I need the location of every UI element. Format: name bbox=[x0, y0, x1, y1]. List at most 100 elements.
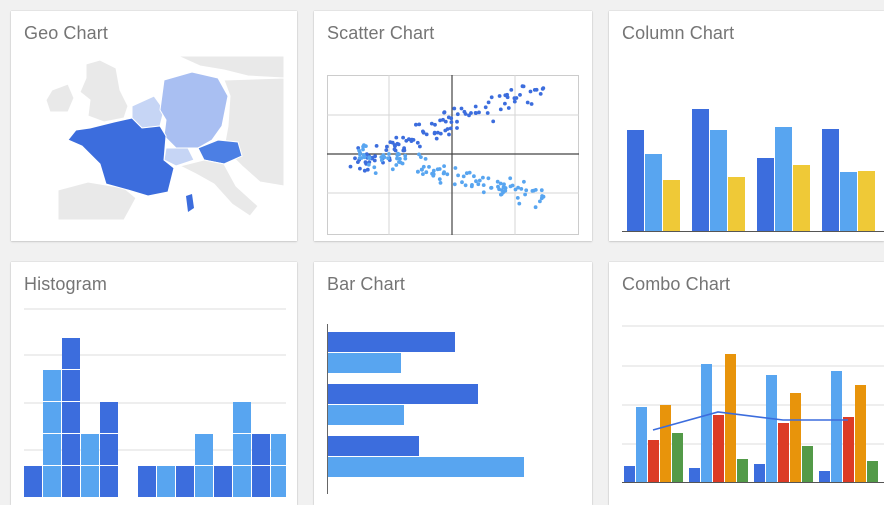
scatter-point bbox=[523, 192, 527, 197]
scatter-point bbox=[472, 174, 476, 179]
scatter-point bbox=[358, 152, 362, 157]
histogram-cell bbox=[271, 434, 286, 465]
geo-map-icon bbox=[28, 56, 284, 220]
scatter-point bbox=[528, 89, 533, 94]
scatter-point bbox=[510, 183, 515, 188]
scatter-chart-thumbnail bbox=[327, 75, 579, 235]
histogram-cell bbox=[100, 466, 118, 497]
scatter-point bbox=[365, 167, 370, 172]
scatter-point bbox=[512, 96, 517, 101]
scatter-point bbox=[390, 167, 395, 172]
scatter-point bbox=[361, 147, 365, 152]
geo-chart-thumbnail bbox=[28, 56, 284, 220]
scatter-point bbox=[452, 106, 457, 111]
histogram-card[interactable]: Histogram bbox=[11, 262, 297, 505]
scatter-point bbox=[452, 182, 457, 187]
histogram-cell bbox=[100, 434, 118, 465]
histogram-cell bbox=[81, 434, 99, 465]
scatter-point bbox=[459, 106, 464, 111]
scatter-point bbox=[524, 188, 529, 193]
scatter-point bbox=[455, 119, 459, 124]
scatter-point bbox=[438, 181, 443, 185]
scatter-point bbox=[441, 117, 445, 122]
scatter-point bbox=[534, 87, 539, 92]
scatter-point bbox=[498, 107, 503, 112]
histogram-cell bbox=[43, 466, 61, 497]
combo-chart-card[interactable]: Combo Chart bbox=[609, 262, 884, 505]
scatter-point bbox=[502, 182, 506, 187]
scatter-point bbox=[481, 175, 485, 180]
scatter-point bbox=[538, 92, 543, 96]
scatter-point bbox=[455, 112, 460, 117]
scatter-point bbox=[366, 162, 371, 167]
histogram-cell bbox=[271, 466, 286, 497]
scatter-point bbox=[409, 139, 414, 143]
scatter-point bbox=[491, 119, 496, 124]
scatter-point bbox=[464, 171, 469, 176]
scatter-point bbox=[522, 179, 526, 184]
scatter-point bbox=[498, 181, 503, 186]
scatter-point bbox=[445, 172, 450, 177]
histogram-cell bbox=[24, 466, 42, 497]
histogram-cell bbox=[233, 466, 251, 497]
scatter-point bbox=[362, 168, 367, 173]
scatter-chart-title: Scatter Chart bbox=[327, 23, 435, 43]
scatter-point bbox=[489, 95, 494, 100]
scatter-point bbox=[417, 152, 421, 157]
scatter-point bbox=[356, 160, 360, 164]
scatter-point bbox=[363, 160, 368, 165]
scatter-point bbox=[481, 190, 486, 195]
scatter-point bbox=[387, 152, 391, 156]
scatter-point bbox=[442, 164, 446, 168]
scatter-plot-icon bbox=[327, 75, 579, 235]
histogram-cell bbox=[233, 402, 251, 433]
scatter-point bbox=[517, 201, 522, 206]
column-chart-thumbnail bbox=[622, 81, 884, 233]
scatter-point bbox=[489, 186, 493, 190]
scatter-point bbox=[447, 132, 451, 137]
scatter-point bbox=[529, 102, 534, 106]
scatter-point bbox=[373, 171, 378, 175]
histogram-cell bbox=[81, 466, 99, 497]
scatter-point bbox=[361, 153, 366, 157]
scatter-point bbox=[473, 104, 478, 109]
scatter-point bbox=[420, 167, 424, 172]
histogram-cell bbox=[214, 466, 232, 497]
histogram-cell bbox=[62, 402, 80, 433]
scatter-point bbox=[401, 135, 405, 140]
scatter-point bbox=[477, 110, 481, 115]
scatter-point bbox=[415, 140, 420, 145]
histogram-cell bbox=[252, 434, 270, 465]
column-chart-card[interactable]: Column Chart bbox=[609, 11, 884, 241]
scatter-point bbox=[518, 93, 522, 97]
scatter-point bbox=[481, 183, 486, 187]
scatter-point bbox=[423, 157, 428, 161]
bar-chart-icon bbox=[327, 324, 524, 494]
scatter-point bbox=[495, 179, 500, 184]
scatter-point bbox=[395, 156, 399, 161]
scatter-point bbox=[382, 155, 387, 160]
scatter-point bbox=[474, 111, 478, 115]
scatter-point bbox=[421, 172, 425, 176]
histogram-cell bbox=[62, 466, 80, 497]
scatter-point bbox=[461, 174, 466, 179]
scatter-point bbox=[353, 156, 357, 161]
bar-chart-thumbnail bbox=[327, 324, 579, 494]
combo-chart-thumbnail bbox=[622, 322, 884, 486]
geo-chart-card[interactable]: Geo Chart bbox=[11, 11, 297, 241]
scatter-point bbox=[460, 180, 464, 185]
scatter-point bbox=[394, 163, 399, 167]
scatter-point bbox=[374, 144, 379, 148]
scatter-point bbox=[530, 189, 535, 193]
histogram-title: Histogram bbox=[24, 274, 107, 294]
scatter-point bbox=[538, 199, 542, 204]
bar-chart-card[interactable]: Bar Chart bbox=[314, 262, 592, 505]
scatter-point bbox=[483, 105, 488, 110]
scatter-point bbox=[449, 120, 454, 124]
scatter-point bbox=[533, 205, 538, 210]
scatter-point bbox=[539, 188, 544, 193]
scatter-chart-card[interactable]: Scatter Chart bbox=[314, 11, 592, 241]
histogram-cell bbox=[233, 434, 251, 465]
column-chart-icon bbox=[622, 109, 884, 232]
scatter-point bbox=[433, 122, 437, 127]
